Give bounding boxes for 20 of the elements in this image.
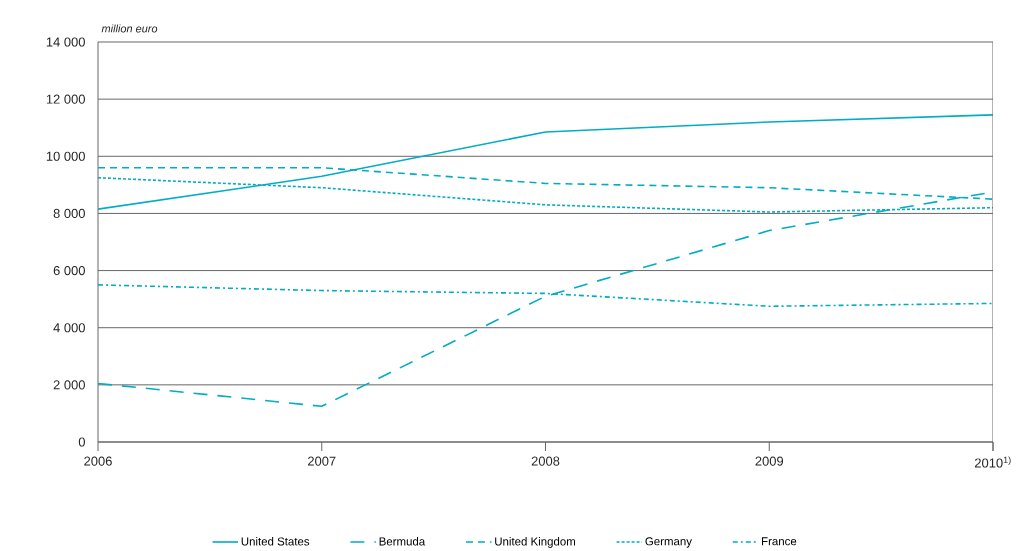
legend-label: United Kingdom bbox=[495, 537, 575, 548]
legend-label: Germany bbox=[645, 537, 692, 548]
y-tick-label: 14 000 bbox=[46, 37, 85, 47]
x-tick-label: 2007 bbox=[308, 456, 336, 466]
y-tick-label: 2 000 bbox=[53, 380, 85, 390]
y-tick-label: 4 000 bbox=[53, 323, 85, 333]
x-tick-label: 2010$^{1)}$ bbox=[974, 456, 1011, 468]
y-tick-label: 10 000 bbox=[46, 151, 85, 161]
x-tick-label: 2006 bbox=[84, 456, 112, 466]
legend-label: Bermuda bbox=[379, 537, 426, 546]
legend-label: France bbox=[762, 537, 797, 546]
y-tick-label: 6 000 bbox=[53, 265, 85, 276]
y-tick-label: 0 bbox=[78, 437, 85, 447]
line-series bbox=[98, 114, 994, 210]
legend-label: United States bbox=[241, 537, 310, 546]
y-axis-title: million euro bbox=[101, 24, 158, 33]
x-tick-label: 2008 bbox=[531, 456, 560, 466]
x-tick-label: 2009 bbox=[755, 456, 784, 466]
y-tick-label: 12 000 bbox=[46, 94, 85, 104]
y-tick-label: 8 000 bbox=[53, 208, 85, 219]
